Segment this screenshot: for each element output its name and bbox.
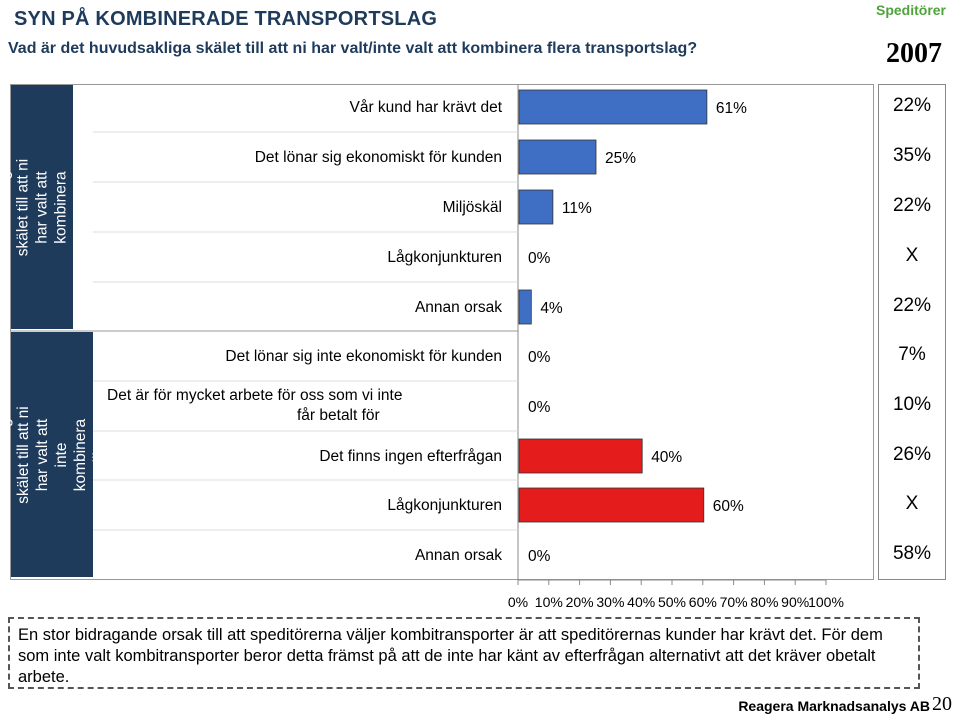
x-tick-label: 90% — [781, 594, 809, 610]
brand-name: Reagera Marknadsanalys AB — [738, 698, 930, 714]
data-label: 61% — [716, 100, 747, 117]
category-label: Vår kund har krävt det — [350, 99, 503, 116]
comparison-column: 22% 35% 22% X 22% 7% 10% 26% X 58% — [878, 84, 946, 580]
comparison-value: 26% — [892, 444, 932, 465]
chart-frame — [10, 84, 874, 580]
category-label: Miljöskäl — [443, 199, 502, 216]
category-label: Lågkonjunkturen — [387, 497, 502, 514]
bar-chart: 0% 10% 20% 30% 40% 50% 60% 70% 80% 90%100%Vår kun… — [10, 84, 844, 610]
comparison-value: 22% — [892, 295, 932, 316]
data-label: 60% — [713, 498, 744, 515]
page-title: SYN PÅ KOMBINERADE TRANSPORTSLAG — [14, 8, 438, 30]
bar — [518, 289, 532, 325]
data-label: 25% — [605, 150, 636, 167]
comparison-value: 22% — [892, 95, 932, 116]
data-label: 0% — [528, 349, 551, 366]
x-tick-label: 10% — [535, 594, 563, 610]
category-label: Det är för mycket arbete för oss som vi … — [107, 387, 402, 424]
x-tick-label: 100% — [808, 594, 844, 610]
x-tick-label: 60% — [689, 594, 717, 610]
category-label: Det lönar sig inte ekonomiskt för kunden — [225, 348, 502, 365]
summary-note: En stor bidragande orsak till att spedit… — [8, 617, 920, 689]
segment-label: Speditörer — [875, 2, 946, 18]
x-tick-label: 80% — [750, 594, 778, 610]
bar — [518, 189, 554, 225]
data-label: 40% — [651, 449, 682, 466]
comparison-value: 35% — [892, 145, 932, 166]
data-label: 11% — [562, 200, 592, 217]
data-label: 0% — [528, 548, 551, 565]
x-tick-label: 20% — [566, 594, 594, 610]
bar — [518, 139, 597, 175]
category-label: Det lönar sig ekonomiskt för kunden — [255, 149, 502, 166]
year-label: 2007 — [886, 38, 942, 69]
x-tick-label: 30% — [596, 594, 624, 610]
category-label: Lågkonjunkturen — [387, 249, 502, 266]
bar — [518, 89, 708, 125]
category-label: Det finns ingen efterfrågan — [319, 448, 502, 465]
section-label-chose: Vad är det huvudsakliga skälet till att … — [0, 85, 108, 329]
x-tick-label: 0% — [508, 594, 528, 610]
comparison-value: 58% — [892, 543, 932, 564]
bar — [518, 487, 705, 523]
bar — [518, 438, 643, 474]
comparison-value: 10% — [892, 394, 932, 415]
category-label: Annan orsak — [415, 299, 502, 316]
page-number: 20 — [932, 693, 952, 715]
x-tick-label: 40% — [627, 594, 655, 610]
comparison-value: X — [905, 245, 919, 266]
comparison-value: 7% — [898, 344, 926, 365]
data-label: 0% — [528, 250, 551, 267]
x-tick-label: 50% — [658, 594, 686, 610]
section-label-not-chose: Vad är det huvudsakliga skälet till att … — [0, 332, 127, 577]
category-label: Annan orsak — [415, 547, 502, 564]
data-label: 0% — [528, 399, 551, 416]
question-subtitle: Vad är det huvudsakliga skälet till att … — [8, 40, 698, 57]
comparison-value: X — [905, 493, 919, 514]
comparison-value: 22% — [892, 195, 932, 216]
x-tick-label: 70% — [720, 594, 748, 610]
data-label: 4% — [540, 300, 563, 317]
